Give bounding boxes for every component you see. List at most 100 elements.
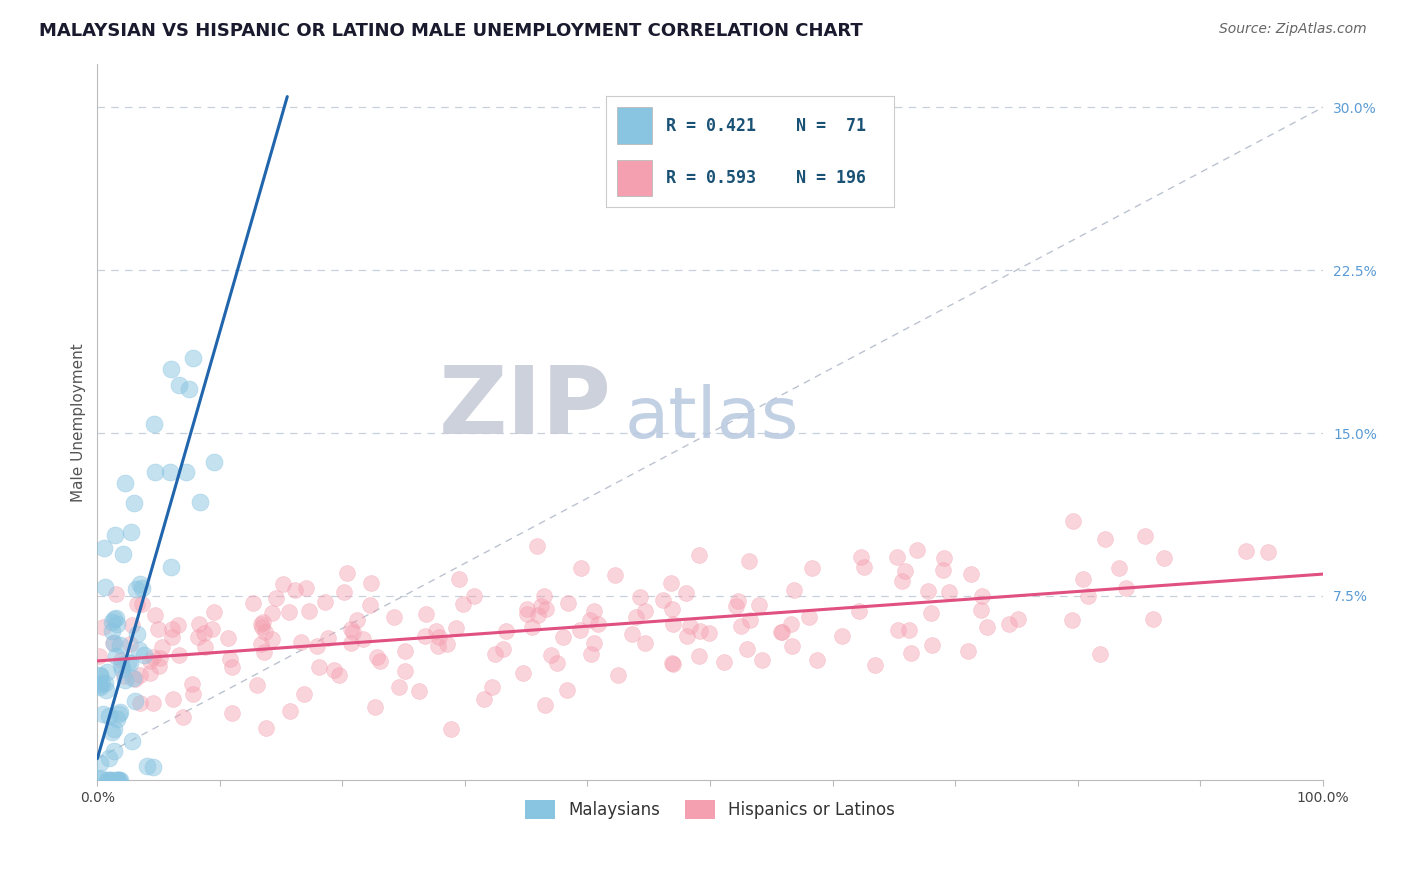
Point <box>221 706 243 721</box>
Point <box>1234 544 1257 558</box>
Point <box>886 549 908 564</box>
Point <box>1256 544 1278 558</box>
Point <box>107 706 129 721</box>
Point <box>142 650 165 665</box>
Point <box>897 624 920 638</box>
Point <box>217 632 239 646</box>
Point <box>114 673 136 687</box>
Point <box>887 623 910 637</box>
Point <box>89 678 111 692</box>
Point <box>292 687 315 701</box>
Point <box>131 597 153 611</box>
Point <box>905 542 928 557</box>
Point <box>253 644 276 658</box>
Point <box>449 572 471 586</box>
Point <box>97 751 120 765</box>
Point <box>634 635 657 649</box>
Point <box>748 598 770 612</box>
Point <box>252 615 274 629</box>
Point <box>90 676 112 690</box>
Text: Source: ZipAtlas.com: Source: ZipAtlas.com <box>1219 22 1367 37</box>
Point <box>661 576 683 591</box>
Point <box>167 648 190 663</box>
Point <box>797 610 820 624</box>
Point <box>143 607 166 622</box>
Legend: Malaysians, Hispanics or Latinos: Malaysians, Hispanics or Latinos <box>519 793 901 826</box>
Point <box>89 681 111 695</box>
Point <box>179 382 201 396</box>
Point <box>1153 551 1175 566</box>
Point <box>108 773 131 788</box>
Point <box>1094 533 1116 547</box>
Point <box>415 607 437 621</box>
Point <box>583 604 606 618</box>
Point <box>806 653 828 667</box>
Point <box>142 696 165 710</box>
Point <box>652 593 675 607</box>
Point <box>1090 647 1112 661</box>
Point <box>142 760 165 774</box>
Point <box>284 582 307 597</box>
Point <box>131 582 153 596</box>
Point <box>314 595 336 609</box>
Point <box>290 635 312 649</box>
Point <box>322 663 344 677</box>
Point <box>266 591 288 606</box>
Point <box>333 585 356 599</box>
Point <box>546 657 568 671</box>
Point <box>427 630 450 644</box>
Point <box>97 773 120 788</box>
Point <box>110 658 132 673</box>
Point <box>105 773 128 788</box>
Point <box>201 622 224 636</box>
Point <box>160 362 183 376</box>
Point <box>725 599 748 613</box>
Point <box>181 687 204 701</box>
Point <box>105 713 128 727</box>
Point <box>150 640 173 654</box>
Point <box>104 528 127 542</box>
Point <box>129 696 152 710</box>
Point <box>569 623 592 637</box>
Point <box>307 640 329 654</box>
Point <box>634 604 657 618</box>
Point <box>89 667 111 681</box>
Point <box>352 632 374 646</box>
Point <box>931 563 953 577</box>
Point <box>105 773 128 788</box>
Point <box>298 604 321 618</box>
Point <box>103 722 125 736</box>
Point <box>120 656 142 670</box>
Point <box>800 561 823 575</box>
Point <box>735 641 758 656</box>
Point <box>221 660 243 674</box>
Point <box>278 605 301 619</box>
Point <box>727 594 749 608</box>
Point <box>142 417 165 431</box>
Point <box>328 668 350 682</box>
Point <box>181 351 204 365</box>
Point <box>89 756 111 771</box>
Point <box>751 653 773 667</box>
Point <box>101 624 124 639</box>
Point <box>100 725 122 739</box>
Point <box>193 626 215 640</box>
Point <box>246 678 269 692</box>
Point <box>89 771 111 785</box>
Point <box>143 465 166 479</box>
Point <box>960 567 983 582</box>
Point <box>318 631 340 645</box>
Point <box>849 549 872 564</box>
Point <box>125 626 148 640</box>
Point <box>713 655 735 669</box>
Point <box>920 606 942 620</box>
Point <box>100 773 122 788</box>
Point <box>254 721 277 735</box>
Point <box>100 773 122 788</box>
Point <box>103 612 125 626</box>
Point <box>360 576 382 591</box>
Point <box>128 668 150 682</box>
Point <box>976 620 998 634</box>
Point <box>132 648 155 663</box>
Point <box>413 628 436 642</box>
